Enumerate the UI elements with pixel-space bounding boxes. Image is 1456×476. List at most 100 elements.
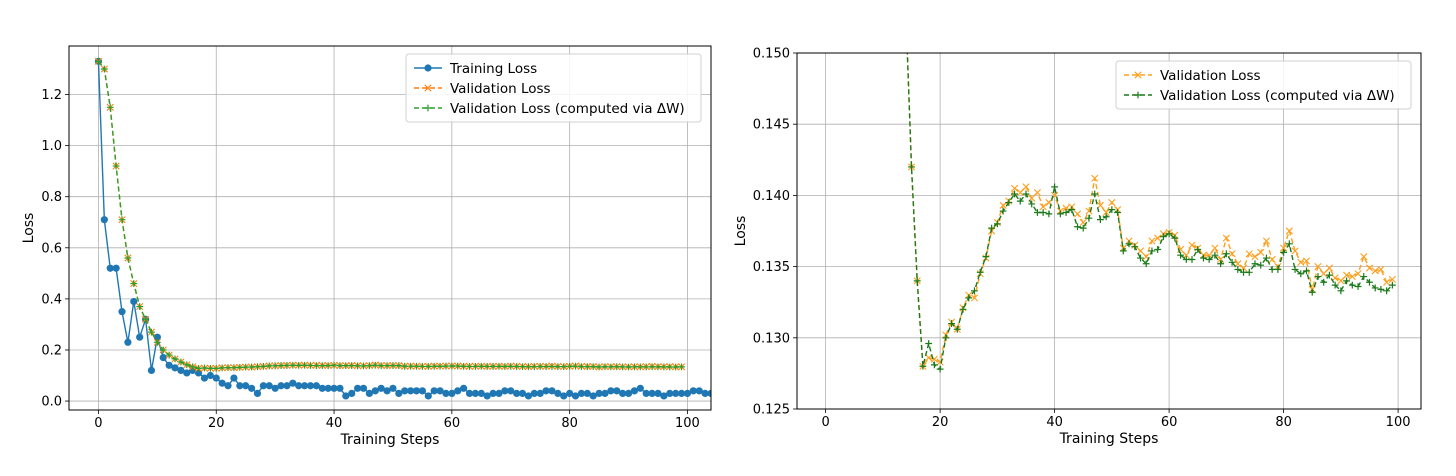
right-series-1-point-74 xyxy=(1245,268,1253,276)
right-series-1-point-91 xyxy=(1343,277,1350,285)
left-series-2-point-70 xyxy=(507,362,515,370)
right-series-1-point-79 xyxy=(1274,266,1282,273)
right-legend-box xyxy=(1115,60,1412,110)
right-series-1-point-68 xyxy=(1211,251,1219,259)
right-series-0-point-99 xyxy=(1388,275,1396,284)
right-series-1-point-90 xyxy=(1337,287,1345,295)
left-series-2-point-3 xyxy=(112,162,120,170)
right-series-1-point-46 xyxy=(1085,214,1093,222)
right-series-1-point-48 xyxy=(1097,216,1104,224)
right-series-1-point-81 xyxy=(1285,240,1293,248)
right-series-1-point-84 xyxy=(1303,267,1310,275)
right-series-1-point-75 xyxy=(1251,260,1259,268)
left-ytick-label-4: 0.8 xyxy=(41,190,62,205)
right-series-0-point-44 xyxy=(1073,210,1082,218)
left-series-0-point-72 xyxy=(518,389,527,397)
left-series-0-point-18 xyxy=(200,374,209,382)
left-series-2-point-4 xyxy=(118,216,126,224)
right-series-0-point-94 xyxy=(1360,253,1368,261)
left-series-0-point-79 xyxy=(560,392,568,400)
right-series-0-point-47 xyxy=(1091,174,1099,182)
left-series-2-point-99 xyxy=(678,363,685,371)
left-series-0-point-55 xyxy=(418,387,426,395)
left-series-2-point-39 xyxy=(324,362,332,370)
right-series-1-point-54 xyxy=(1131,243,1139,251)
left-series-0-point-37 xyxy=(312,382,320,390)
right-series-1-point-99 xyxy=(1388,281,1396,289)
right-series-1-point-26 xyxy=(971,287,978,295)
right-series-1-point-69 xyxy=(1217,260,1225,268)
left-series-2-point-28 xyxy=(259,362,267,370)
right-series-1-point-62 xyxy=(1177,251,1184,259)
right-xtick-label-5: 100 xyxy=(1386,415,1411,430)
right-series-1 xyxy=(906,53,1396,373)
left-series-2-point-21 xyxy=(218,364,226,372)
left-series-2-point-57 xyxy=(430,362,438,370)
left-series-2-point-77 xyxy=(548,363,556,370)
right-series-0-point-50 xyxy=(1108,198,1116,207)
left-series-2-point-25 xyxy=(242,363,250,371)
left-series-2-point-33 xyxy=(289,361,297,369)
right-series-1-point-42 xyxy=(1062,209,1070,216)
left-series-2-point-47 xyxy=(371,361,379,369)
left-series-2-point-56 xyxy=(424,363,432,370)
left-series-0-point-39 xyxy=(324,384,332,392)
left-series-2-point-6 xyxy=(130,280,138,287)
left-series-2-point-79 xyxy=(560,363,568,371)
right-xtick-label-1: 20 xyxy=(932,415,949,430)
right-series-1-point-33 xyxy=(1011,190,1018,198)
right-series-1-point-55 xyxy=(1137,254,1144,262)
left-series-0-point-2 xyxy=(106,264,114,272)
right-series-0-point-75 xyxy=(1251,253,1259,261)
left-series-0-point-35 xyxy=(300,382,309,390)
left-series-0-point-111 xyxy=(749,392,756,399)
left-ytick-label-5: 1.0 xyxy=(41,139,62,154)
right-series-1-point-59 xyxy=(1159,233,1167,241)
right-series-1-point-97 xyxy=(1377,285,1385,293)
right-xtick-label-4: 80 xyxy=(1275,415,1292,430)
right-xtick-label-0: 0 xyxy=(821,415,829,430)
left-xtick-label-5: 100 xyxy=(675,416,700,431)
right-series-0-point-74 xyxy=(1245,250,1253,258)
left-series-0-point-58 xyxy=(436,387,444,395)
right-series-1-point-15 xyxy=(908,163,915,171)
left-xtick-label-2: 40 xyxy=(326,416,343,431)
left-legend-entry-2: Validation Loss (computed via ΔW) xyxy=(414,101,685,117)
right-series-1-point-24 xyxy=(959,305,967,313)
left-legend-label-1: Validation Loss xyxy=(450,81,551,97)
right-series-1-point-64 xyxy=(1188,256,1196,263)
left-series-2-point-76 xyxy=(542,363,550,370)
right-ytick-label-5: 0.150 xyxy=(753,47,790,62)
left-series-0-point-10 xyxy=(153,333,161,341)
right-series-0-point-69 xyxy=(1217,255,1225,264)
left-series-0-point-85 xyxy=(595,389,603,397)
left-series-0-point-82 xyxy=(577,389,586,397)
left-series-0-point-29 xyxy=(265,382,273,390)
left-series-2-point-41 xyxy=(336,362,344,370)
left-series-0-point-32 xyxy=(283,382,291,390)
right-series-1-point-35 xyxy=(1022,190,1030,198)
left-series-0-point-3 xyxy=(112,264,120,272)
right-series-1-point-47 xyxy=(1091,190,1099,198)
right-series-1-point-50 xyxy=(1108,206,1116,214)
left-series-0-point-97 xyxy=(666,389,674,397)
right-series-0-point-68 xyxy=(1211,244,1219,252)
left-series-0-point-108 xyxy=(731,390,738,397)
right-ytick-label-3: 0.140 xyxy=(753,189,790,204)
left-series-2-point-31 xyxy=(277,362,285,369)
left-series-0-point-100 xyxy=(683,389,692,397)
right-series-1-point-31 xyxy=(999,207,1007,215)
left-series-2-point-36 xyxy=(307,362,314,369)
right-series-1-point-39 xyxy=(1045,210,1053,218)
left-series-2-point-29 xyxy=(265,362,273,370)
right-series-0-point-70 xyxy=(1222,234,1230,242)
left-series-0-point-11 xyxy=(159,354,167,362)
right-series-0-point-83 xyxy=(1297,258,1305,266)
left-series-2-point-49 xyxy=(383,362,391,370)
left-series-2-point-97 xyxy=(666,363,674,371)
left-series-2-point-51 xyxy=(395,362,403,370)
right-series-0-point-86 xyxy=(1314,263,1322,271)
left-series-2-point-91 xyxy=(631,363,638,371)
left-series-0-point-70 xyxy=(507,387,515,395)
right-series-1-point-30 xyxy=(993,220,1001,228)
